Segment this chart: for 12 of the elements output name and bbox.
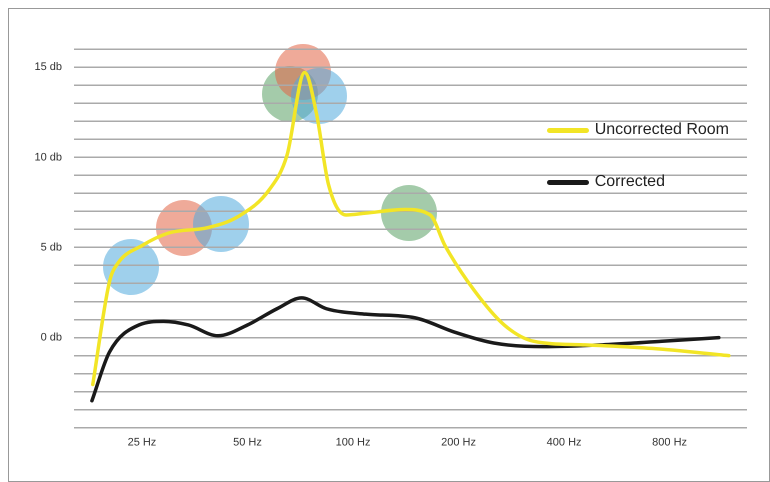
y-tick-label: 5 db: [40, 241, 62, 254]
y-tick-label: 0 db: [40, 332, 62, 344]
y-tick-label: 15 db: [34, 61, 62, 74]
legend-label: Corrected: [594, 173, 665, 191]
x-tick-label: 200 Hz: [441, 436, 476, 448]
x-tick-label: 50 Hz: [233, 436, 262, 448]
y-tick-label: 10 db: [34, 151, 62, 164]
x-tick-label: 25 Hz: [128, 436, 156, 448]
legend-label: Uncorrected Room: [594, 121, 729, 139]
x-tick-label: 100 Hz: [336, 436, 370, 448]
x-tick-label: 400 Hz: [546, 436, 582, 448]
x-tick-label: 800 Hz: [652, 436, 688, 448]
